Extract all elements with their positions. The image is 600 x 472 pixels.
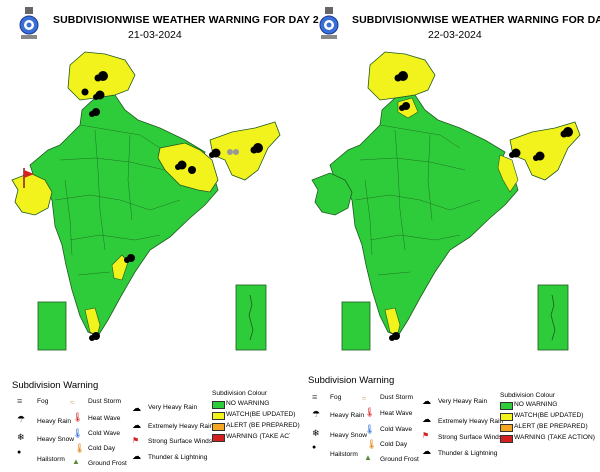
map-region-northeast-watch	[209, 121, 281, 181]
legend-hailstorm: Hailstorm	[330, 451, 358, 458]
heat-wave-icon: 🌡	[364, 407, 376, 417]
day2-panel: SUBDIVISIONWISE WEATHER WARNING FOR DAY …	[11, 7, 319, 467]
colour-warning: WARNING (TAKE ACTION)	[226, 433, 290, 440]
map-region-gujarat-watch	[11, 172, 53, 216]
legend-title: Subdivision Warning	[308, 375, 395, 386]
heavy-snow-icon: ❄	[312, 428, 320, 438]
colour-legend-title: Subdivision Colour	[500, 392, 555, 399]
swatch-alert	[500, 424, 513, 432]
map-region-gujarat-no-warning	[311, 172, 353, 216]
legend-heavy-snow: Heavy Snow	[330, 432, 368, 439]
swatch-alert	[212, 423, 225, 431]
colour-legend-title: Subdivision Colour	[212, 390, 267, 397]
lakshadweep-box	[37, 301, 67, 351]
very-heavy-rain-icon: ☁	[132, 403, 141, 413]
legend-strong-surface-winds: Strong Surface Winds	[438, 434, 503, 441]
swatch-no-warning	[212, 401, 225, 409]
ground-frost-icon: ▲	[364, 453, 372, 462]
extremely-heavy-rain-icon: ☁	[132, 420, 141, 430]
heavy-rain-icon: ☂	[312, 409, 321, 419]
legend-cold-wave: Cold Wave	[88, 430, 121, 437]
swatch-watch	[500, 413, 513, 421]
thunder-lightning-legend-icon: ☁	[132, 451, 141, 461]
imd-emblem-icon	[319, 7, 339, 39]
legend-title: Subdivision Warning	[12, 380, 99, 391]
legend-extremely-heavy-rain: Extremely Heavy Rain	[438, 418, 504, 425]
forecast-date: 22-03-2024	[428, 29, 482, 41]
colour-warning: WARNING (TAKE ACTION)	[514, 434, 595, 441]
colour-watch: WATCH(BE UPDATED)	[226, 411, 296, 418]
india-warning-map	[311, 51, 581, 351]
legend-cold-day: Cold Day	[88, 445, 116, 452]
swatch-warning	[500, 435, 513, 443]
thunder-lightning-icon	[389, 71, 573, 341]
legend-heavy-rain: Heavy Rain	[37, 418, 72, 425]
day3-panel: SUBDIVISIONWISE WEATHER WARNING FOR DAY …	[300, 0, 600, 472]
page-title: SUBDIVISIONWISE WEATHER WARNING FOR DAY …	[53, 14, 319, 26]
extremely-heavy-rain-icon: ☁	[422, 414, 431, 424]
legend-thunder-lightning: Thunder & Lightning	[148, 454, 208, 461]
cold-day-icon: 🌡	[74, 443, 86, 453]
map-region-kerala-watch	[384, 307, 401, 337]
swatch-watch	[212, 412, 225, 420]
thunder-lightning-icon	[23, 71, 263, 341]
ground-frost-icon: ▲	[72, 457, 80, 466]
strong-surface-winds-icon: ⚑	[132, 436, 140, 445]
heavy-snow-icon: ❄	[17, 432, 25, 442]
legend-extremely-heavy-rain: Extremely Heavy Rain	[148, 423, 214, 430]
heavy-rain-icon: ☂	[17, 414, 26, 424]
lakshadweep-box	[341, 301, 371, 351]
colour-no-warning: NO WARNING	[226, 400, 270, 407]
map-region-no-warning	[329, 94, 519, 337]
andaman-box	[235, 284, 267, 351]
imd-emblem-icon	[19, 7, 39, 39]
fog-icon: ≡	[312, 392, 318, 402]
dust-storm-icon: ≈	[362, 394, 367, 403]
india-warning-map	[11, 51, 281, 351]
colour-alert: ALERT (BE PREPARED)	[226, 422, 300, 429]
cold-day-icon: 🌡	[366, 439, 378, 449]
cold-wave-icon: 🌡	[364, 424, 376, 434]
legend-dust-storm: Dust Storm	[380, 394, 413, 401]
hailstorm-icon: ●	[17, 449, 22, 456]
legend-ground-frost: Ground Frost	[380, 456, 419, 463]
hailstorm-icon: ●	[312, 444, 317, 451]
legend-heavy-rain: Heavy Rain	[330, 412, 365, 419]
colour-watch: WATCH(BE UPDATED)	[514, 412, 584, 419]
legend-cold-wave: Cold Wave	[380, 426, 413, 433]
colour-alert: ALERT (BE PREPARED)	[514, 423, 588, 430]
legend-very-heavy-rain: Very Heavy Rain	[148, 404, 198, 411]
swatch-no-warning	[500, 402, 513, 410]
legend-heavy-snow: Heavy Snow	[37, 436, 75, 443]
forecast-date: 21-03-2024	[128, 29, 182, 41]
dust-storm-icon: ≈	[70, 398, 75, 407]
map-region-no-warning	[29, 94, 219, 337]
legend-dust-storm: Dust Storm	[88, 398, 121, 405]
legend-thunder-lightning: Thunder & Lightning	[438, 450, 498, 457]
colour-no-warning: NO WARNING	[514, 401, 558, 408]
page-title: SUBDIVISIONWISE WEATHER WARNING FOR DAY …	[352, 14, 600, 26]
legend-ground-frost: Ground Frost	[88, 460, 127, 467]
thunder-lightning-legend-icon: ☁	[422, 446, 431, 456]
legend-cold-day: Cold Day	[380, 441, 408, 448]
legend-heat-wave: Heat Wave	[88, 415, 121, 422]
heat-wave-icon: 🌡	[72, 412, 84, 422]
legend-hailstorm: Hailstorm	[37, 456, 65, 463]
map-region-coastal-watch	[111, 254, 129, 281]
cold-wave-icon: 🌡	[72, 428, 84, 438]
fog-icon: ≡	[17, 396, 23, 406]
map-region-bengal-watch	[497, 154, 519, 193]
legend-very-heavy-rain: Very Heavy Rain	[438, 398, 488, 405]
legend-fog: Fog	[37, 398, 49, 405]
andaman-box	[537, 284, 569, 351]
very-heavy-rain-icon: ☁	[422, 396, 431, 406]
legend-heat-wave: Heat Wave	[380, 410, 413, 417]
map-region-east-watch	[157, 142, 219, 193]
swatch-warning	[212, 434, 225, 442]
strong-surface-winds-icon: ⚑	[422, 431, 430, 440]
legend-strong-surface-winds: Strong Surface Winds	[148, 438, 213, 445]
legend-fog: Fog	[330, 394, 342, 401]
map-region-kerala-watch	[84, 307, 101, 337]
